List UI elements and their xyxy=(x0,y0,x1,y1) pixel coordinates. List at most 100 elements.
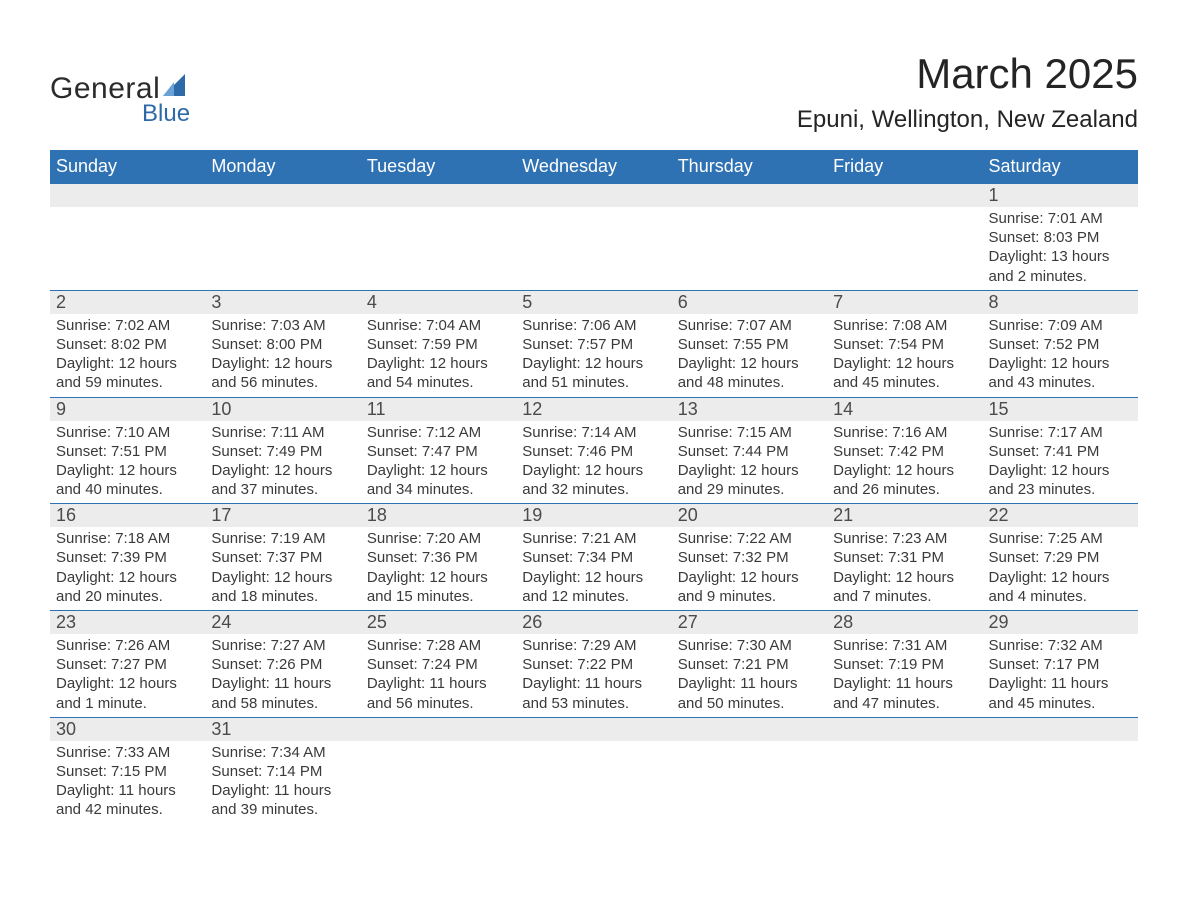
day-number: 24 xyxy=(205,611,360,634)
week-number-row: 3031 xyxy=(50,717,1138,741)
day-detail-cell: Sunrise: 7:26 AMSunset: 7:27 PMDaylight:… xyxy=(50,634,205,717)
sunrise-line: Sunrise: 7:27 AM xyxy=(211,636,354,655)
day-number-cell: 8 xyxy=(983,290,1138,314)
daylight-line: Daylight: 11 hours and 39 minutes. xyxy=(211,781,354,819)
sunrise-line: Sunrise: 7:14 AM xyxy=(522,423,665,442)
day-detail-cell: Sunrise: 7:06 AMSunset: 7:57 PMDaylight:… xyxy=(516,314,671,397)
sunrise-line: Sunrise: 7:02 AM xyxy=(56,316,199,335)
day-detail-cell xyxy=(516,207,671,290)
day-number-cell: 3 xyxy=(205,290,360,314)
day-detail-cell: Sunrise: 7:15 AMSunset: 7:44 PMDaylight:… xyxy=(672,421,827,504)
sunset-line: Sunset: 7:17 PM xyxy=(989,655,1132,674)
day-number-cell: 17 xyxy=(205,504,360,528)
week-detail-row: Sunrise: 7:10 AMSunset: 7:51 PMDaylight:… xyxy=(50,421,1138,504)
day-detail-cell: Sunrise: 7:28 AMSunset: 7:24 PMDaylight:… xyxy=(361,634,516,717)
sunrise-line: Sunrise: 7:12 AM xyxy=(367,423,510,442)
sunrise-line: Sunrise: 7:08 AM xyxy=(833,316,976,335)
daylight-line: Daylight: 12 hours and 32 minutes. xyxy=(522,461,665,499)
daylight-line: Daylight: 11 hours and 50 minutes. xyxy=(678,674,821,712)
day-number: 9 xyxy=(50,398,205,421)
day-number: 27 xyxy=(672,611,827,634)
sunset-line: Sunset: 8:03 PM xyxy=(989,228,1132,247)
sunset-line: Sunset: 7:52 PM xyxy=(989,335,1132,354)
daylight-line: Daylight: 12 hours and 18 minutes. xyxy=(211,568,354,606)
day-number xyxy=(827,718,982,741)
week-number-row: 9101112131415 xyxy=(50,397,1138,421)
sunrise-line: Sunrise: 7:16 AM xyxy=(833,423,976,442)
daylight-line: Daylight: 12 hours and 23 minutes. xyxy=(989,461,1132,499)
day-number: 2 xyxy=(50,291,205,314)
daylight-line: Daylight: 12 hours and 51 minutes. xyxy=(522,354,665,392)
day-number xyxy=(516,184,671,207)
day-number-cell xyxy=(516,717,671,741)
daylight-line: Daylight: 11 hours and 47 minutes. xyxy=(833,674,976,712)
day-number-cell: 16 xyxy=(50,504,205,528)
sunrise-line: Sunrise: 7:29 AM xyxy=(522,636,665,655)
day-detail-cell xyxy=(827,207,982,290)
sunset-line: Sunset: 7:29 PM xyxy=(989,548,1132,567)
sunrise-line: Sunrise: 7:11 AM xyxy=(211,423,354,442)
day-number-cell xyxy=(672,184,827,208)
daylight-line: Daylight: 12 hours and 37 minutes. xyxy=(211,461,354,499)
week-detail-row: Sunrise: 7:01 AMSunset: 8:03 PMDaylight:… xyxy=(50,207,1138,290)
daylight-line: Daylight: 12 hours and 29 minutes. xyxy=(678,461,821,499)
day-detail-cell: Sunrise: 7:01 AMSunset: 8:03 PMDaylight:… xyxy=(983,207,1138,290)
sunset-line: Sunset: 7:24 PM xyxy=(367,655,510,674)
day-number xyxy=(672,718,827,741)
day-number-cell xyxy=(516,184,671,208)
day-number xyxy=(50,184,205,207)
day-detail-cell xyxy=(516,741,671,824)
sunrise-line: Sunrise: 7:15 AM xyxy=(678,423,821,442)
day-number-cell: 24 xyxy=(205,611,360,635)
sunset-line: Sunset: 7:55 PM xyxy=(678,335,821,354)
day-number-cell: 1 xyxy=(983,184,1138,208)
month-title: March 2025 xyxy=(797,50,1138,98)
day-number-cell: 14 xyxy=(827,397,982,421)
day-number-cell: 15 xyxy=(983,397,1138,421)
sunset-line: Sunset: 7:31 PM xyxy=(833,548,976,567)
sunset-line: Sunset: 7:26 PM xyxy=(211,655,354,674)
day-number-cell xyxy=(827,184,982,208)
day-number xyxy=(361,718,516,741)
sunrise-line: Sunrise: 7:32 AM xyxy=(989,636,1132,655)
week-number-row: 1 xyxy=(50,184,1138,208)
day-header: Wednesday xyxy=(516,150,671,184)
day-number-cell: 28 xyxy=(827,611,982,635)
daylight-line: Daylight: 12 hours and 54 minutes. xyxy=(367,354,510,392)
sunrise-line: Sunrise: 7:22 AM xyxy=(678,529,821,548)
day-detail-cell: Sunrise: 7:19 AMSunset: 7:37 PMDaylight:… xyxy=(205,527,360,610)
sunset-line: Sunset: 7:47 PM xyxy=(367,442,510,461)
day-number-cell xyxy=(205,184,360,208)
sunrise-line: Sunrise: 7:18 AM xyxy=(56,529,199,548)
day-detail-cell xyxy=(672,741,827,824)
day-detail-cell: Sunrise: 7:07 AMSunset: 7:55 PMDaylight:… xyxy=(672,314,827,397)
sunrise-line: Sunrise: 7:09 AM xyxy=(989,316,1132,335)
header: General Blue March 2025 Epuni, Wellingto… xyxy=(50,50,1138,144)
sunset-line: Sunset: 7:34 PM xyxy=(522,548,665,567)
day-detail-cell xyxy=(205,207,360,290)
day-number-cell xyxy=(827,717,982,741)
day-number: 25 xyxy=(361,611,516,634)
daylight-line: Daylight: 11 hours and 42 minutes. xyxy=(56,781,199,819)
sunset-line: Sunset: 7:41 PM xyxy=(989,442,1132,461)
daylight-line: Daylight: 12 hours and 15 minutes. xyxy=(367,568,510,606)
sunrise-line: Sunrise: 7:30 AM xyxy=(678,636,821,655)
day-number-cell: 4 xyxy=(361,290,516,314)
daylight-line: Daylight: 12 hours and 45 minutes. xyxy=(833,354,976,392)
day-number-cell: 29 xyxy=(983,611,1138,635)
day-detail-cell xyxy=(361,207,516,290)
day-number: 16 xyxy=(50,504,205,527)
day-number-cell: 18 xyxy=(361,504,516,528)
day-detail-cell: Sunrise: 7:20 AMSunset: 7:36 PMDaylight:… xyxy=(361,527,516,610)
sunrise-line: Sunrise: 7:06 AM xyxy=(522,316,665,335)
sunrise-line: Sunrise: 7:03 AM xyxy=(211,316,354,335)
daylight-line: Daylight: 12 hours and 56 minutes. xyxy=(211,354,354,392)
day-number-cell: 2 xyxy=(50,290,205,314)
sunset-line: Sunset: 7:49 PM xyxy=(211,442,354,461)
day-number-cell xyxy=(50,184,205,208)
day-of-week-row: SundayMondayTuesdayWednesdayThursdayFrid… xyxy=(50,150,1138,184)
day-number: 4 xyxy=(361,291,516,314)
day-number-cell: 25 xyxy=(361,611,516,635)
day-number-cell: 7 xyxy=(827,290,982,314)
daylight-line: Daylight: 12 hours and 20 minutes. xyxy=(56,568,199,606)
